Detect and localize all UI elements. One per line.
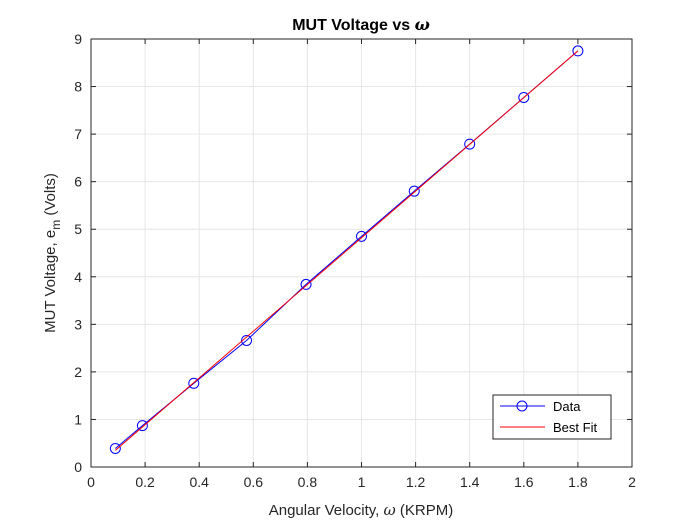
x-tick-label: 1.8 (568, 474, 588, 490)
x-axis-label-post: (KRPM) (396, 502, 454, 519)
chart-title: MUT Voltage vs ω (292, 15, 430, 34)
x-tick-label: 1 (358, 474, 366, 490)
data-point (464, 138, 476, 150)
x-tick-label: 0 (87, 474, 95, 490)
data-point (356, 230, 367, 242)
x-tick-label: 1.4 (460, 474, 480, 490)
x-tick-label: 1.6 (514, 474, 534, 490)
y-axis-label: MUT Voltage, em (Volts) (42, 173, 63, 333)
legend-data-marker (516, 400, 528, 412)
chart-title-main: MUT Voltage vs (292, 17, 414, 34)
legend: Data Best Fit (492, 394, 612, 440)
data-point (408, 185, 420, 197)
x-tick-label: 0.6 (244, 474, 264, 490)
x-axis-label-symbol: ω (384, 501, 396, 519)
y-tick-label: 1 (74, 411, 82, 427)
x-tick-label: 0.8 (298, 474, 318, 490)
data-point (136, 420, 148, 432)
y-tick-label: 7 (74, 126, 82, 142)
legend-box (492, 394, 612, 440)
y-tick-label: 5 (74, 221, 82, 237)
x-tick-label: 2 (628, 474, 636, 490)
x-tick-label: 0.4 (189, 474, 209, 490)
data-point (241, 335, 253, 347)
y-axis-label-post: (Volts) (42, 173, 59, 220)
y-tick-label: 0 (74, 459, 82, 475)
x-tick-label: 0.2 (135, 474, 155, 490)
data-point (300, 278, 312, 290)
data-point (572, 45, 584, 57)
y-tick-label: 9 (74, 31, 82, 47)
legend-data-label: Data (553, 399, 581, 414)
y-tick-label: 4 (74, 269, 82, 285)
x-tick-label: 1.2 (406, 474, 426, 490)
y-axis-ticks: 0 1 2 3 4 5 6 7 8 9 (74, 31, 632, 475)
data-point (109, 442, 121, 454)
legend-fit-label: Best Fit (553, 420, 597, 435)
x-axis-label-pre: Angular Velocity, (269, 502, 384, 519)
series-line-best-fit (115, 50, 579, 451)
chart-title-symbol: ω (415, 15, 430, 34)
data-point (518, 91, 530, 103)
y-tick-label: 3 (74, 316, 82, 332)
y-axis-label-sub: m (49, 220, 63, 230)
y-axis-label-pre: MUT Voltage, e (42, 230, 59, 333)
y-tick-label: 8 (74, 79, 82, 95)
x-axis-label: Angular Velocity, ω (KRPM) (269, 501, 454, 519)
y-tick-label: 2 (74, 364, 82, 380)
y-tick-label: 6 (74, 174, 82, 190)
x-axis-ticks: 0 0.2 0.4 0.6 0.8 1 1.2 1.4 1.6 1.8 2 (87, 39, 636, 490)
series-layer (109, 45, 584, 454)
data-point (188, 377, 200, 389)
